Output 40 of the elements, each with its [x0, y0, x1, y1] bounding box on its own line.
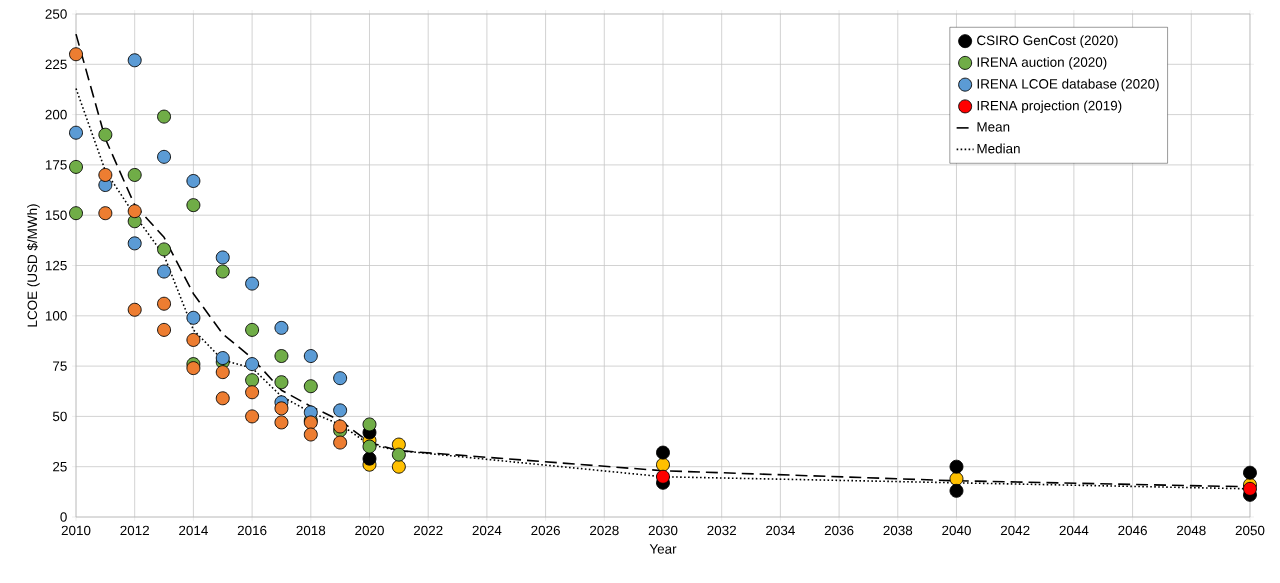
legend-label: IRENA LCOE database (2020)	[977, 78, 1159, 92]
y-tick-label: 100	[45, 311, 67, 321]
y-tick-label: 175	[45, 160, 67, 170]
y-axis-title: LCOE (USD $/MWh)	[26, 204, 40, 327]
y-tick-label: 50	[52, 411, 67, 422]
y-tick-label: 75	[53, 361, 67, 371]
x-tick-label: 2014	[179, 525, 208, 536]
y-tick-label: 150	[45, 210, 67, 220]
x-tick-label: 2022	[413, 525, 443, 536]
x-tick-label: 2048	[1176, 525, 1206, 536]
y-tick-label: 250	[45, 9, 67, 19]
x-tick-label: 2036	[824, 525, 854, 536]
legend-label: IRENA projection (2019)	[977, 100, 1122, 114]
legend-label: IRENA auction (2020)	[977, 57, 1107, 70]
x-tick-label: 2024	[472, 525, 502, 536]
y-tick-label: 225	[45, 59, 67, 70]
x-tick-label: 2032	[707, 525, 736, 536]
x-tick-label: 2020	[355, 525, 384, 536]
x-tick-label: 2030	[648, 525, 678, 536]
x-tick-label: 2026	[531, 525, 560, 536]
x-tick-label: 2028	[590, 525, 619, 536]
y-tick-label: 125	[45, 260, 67, 271]
x-tick-label: 2038	[883, 525, 913, 536]
x-tick-label: 2016	[237, 525, 267, 536]
y-tick-label: 25	[53, 461, 67, 472]
legend-label: Median	[977, 143, 1020, 154]
y-tick-label: 200	[45, 109, 67, 120]
x-tick-label: 2040	[942, 525, 971, 536]
legend-label: Mean	[977, 122, 1010, 132]
x-tick-label: 2044	[1059, 525, 1089, 536]
x-tick-label: 2046	[1118, 525, 1147, 536]
x-tick-label: 2042	[1000, 525, 1030, 536]
x-tick-label: 2010	[61, 525, 91, 536]
x-axis-title: Year	[649, 544, 677, 554]
x-tick-label: 2018	[296, 525, 326, 536]
x-tick-label: 2034	[766, 525, 795, 536]
y-tick-label: 0	[60, 512, 67, 522]
x-tick-label: 2050	[1235, 525, 1265, 536]
legend-label: CSIRO GenCost (2020)	[977, 35, 1118, 48]
x-tick-label: 2012	[120, 525, 149, 536]
